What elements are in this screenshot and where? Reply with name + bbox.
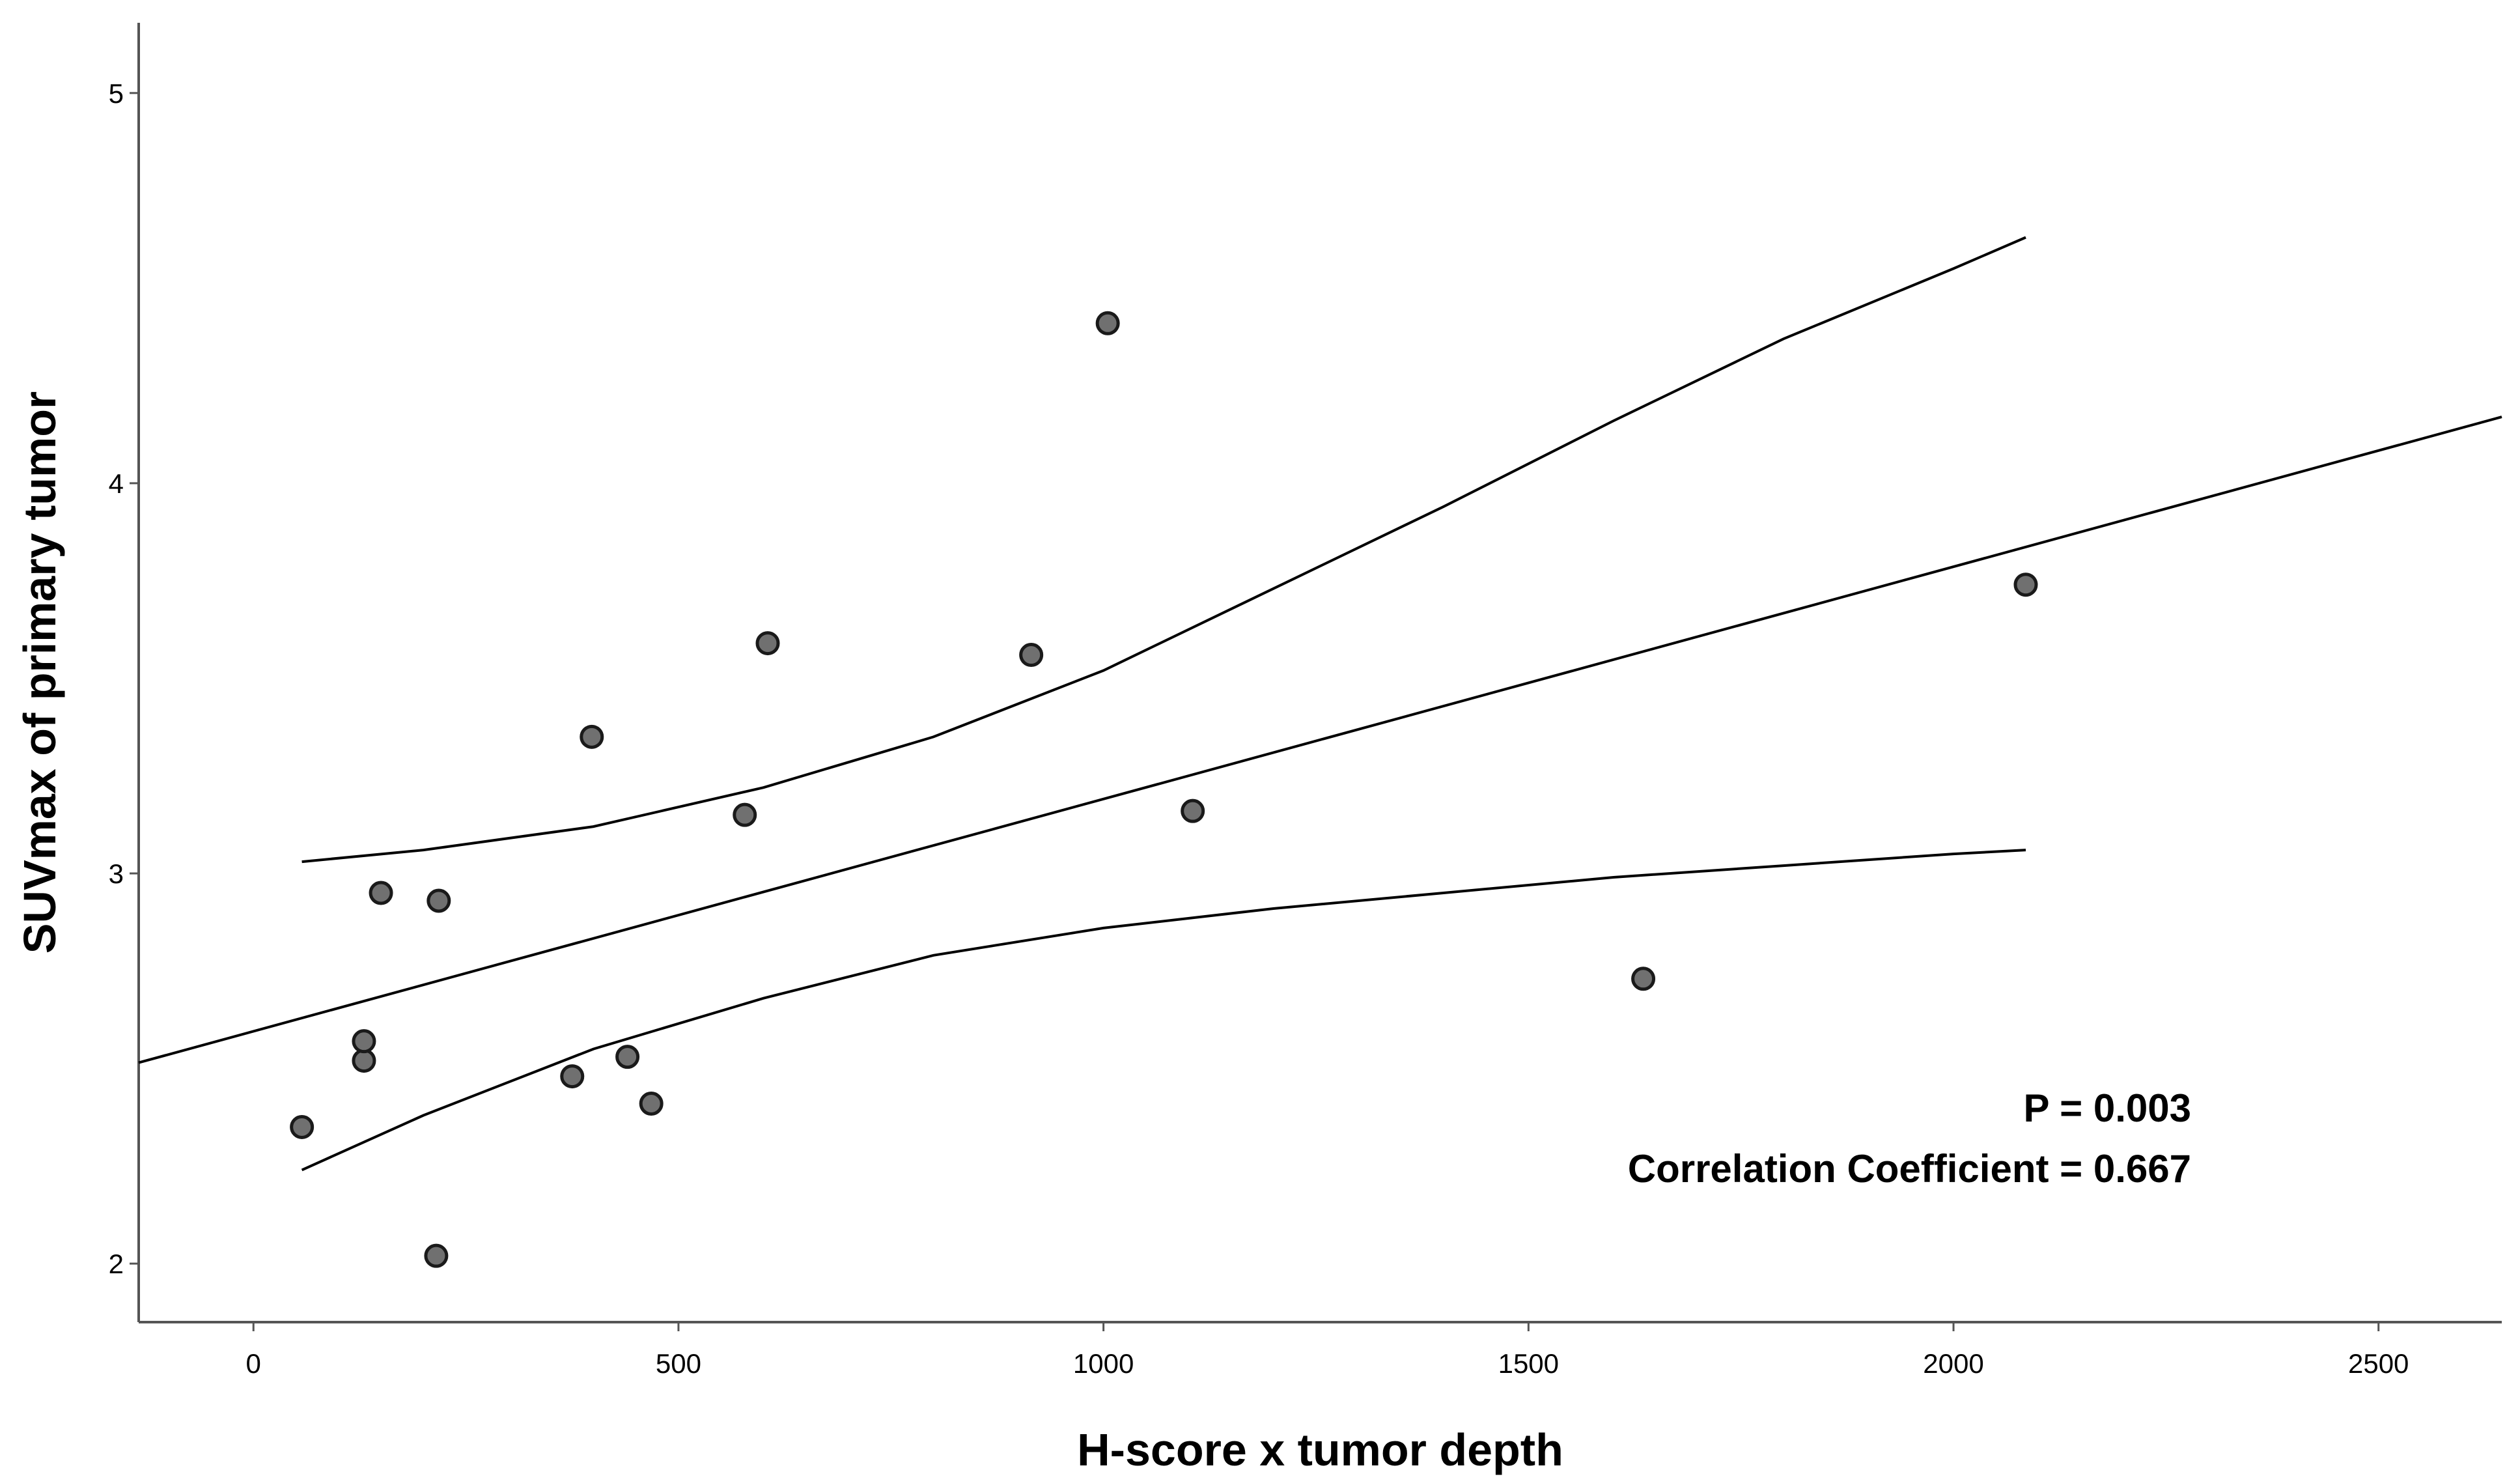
data-point — [580, 724, 604, 749]
data-point — [615, 1045, 640, 1069]
x-tick-label: 1000 — [1073, 1348, 1134, 1379]
data-point — [2013, 572, 2038, 597]
x-tick-label: 500 — [656, 1348, 701, 1379]
y-tick-label: 4 — [109, 468, 124, 499]
data-point — [1019, 643, 1044, 668]
data-point — [560, 1064, 585, 1089]
correlation-annotation: Correlation Coefficient = 0.667 — [1628, 1147, 2191, 1191]
fit-curves — [138, 236, 2502, 1172]
data-points — [290, 311, 2038, 1268]
y-tick-label: 2 — [109, 1249, 124, 1279]
y-axis-ticks: 2 3 4 5 — [109, 78, 139, 1279]
x-tick-label: 0 — [246, 1348, 261, 1379]
data-point — [424, 1243, 449, 1268]
data-point — [733, 802, 757, 827]
data-point — [1095, 311, 1120, 335]
p-value-annotation: P = 0.003 — [2024, 1086, 2191, 1130]
x-axis-title: H-score x tumor depth — [1077, 1424, 1563, 1475]
y-axis-title: SUVmax of primary tumor — [14, 391, 65, 954]
data-point — [427, 888, 451, 913]
axes — [137, 23, 2502, 1323]
data-point — [369, 881, 393, 905]
confidence-lower-line — [301, 849, 2026, 1172]
data-point — [639, 1092, 664, 1116]
data-point — [755, 631, 780, 656]
y-tick-label: 3 — [109, 858, 124, 889]
x-axis-ticks: 0 500 1000 1500 2000 2500 — [246, 1322, 2409, 1379]
data-point — [1631, 967, 1656, 991]
confidence-upper-line — [301, 236, 2026, 864]
data-point — [352, 1029, 376, 1054]
x-tick-label: 1500 — [1498, 1348, 1559, 1379]
fit-line — [138, 416, 2502, 1064]
x-tick-label: 2000 — [1923, 1348, 1983, 1379]
y-tick-label: 5 — [109, 78, 124, 109]
data-point — [290, 1114, 315, 1139]
data-point — [352, 1049, 376, 1073]
data-point — [1181, 798, 1205, 823]
x-tick-label: 2500 — [2348, 1348, 2409, 1379]
